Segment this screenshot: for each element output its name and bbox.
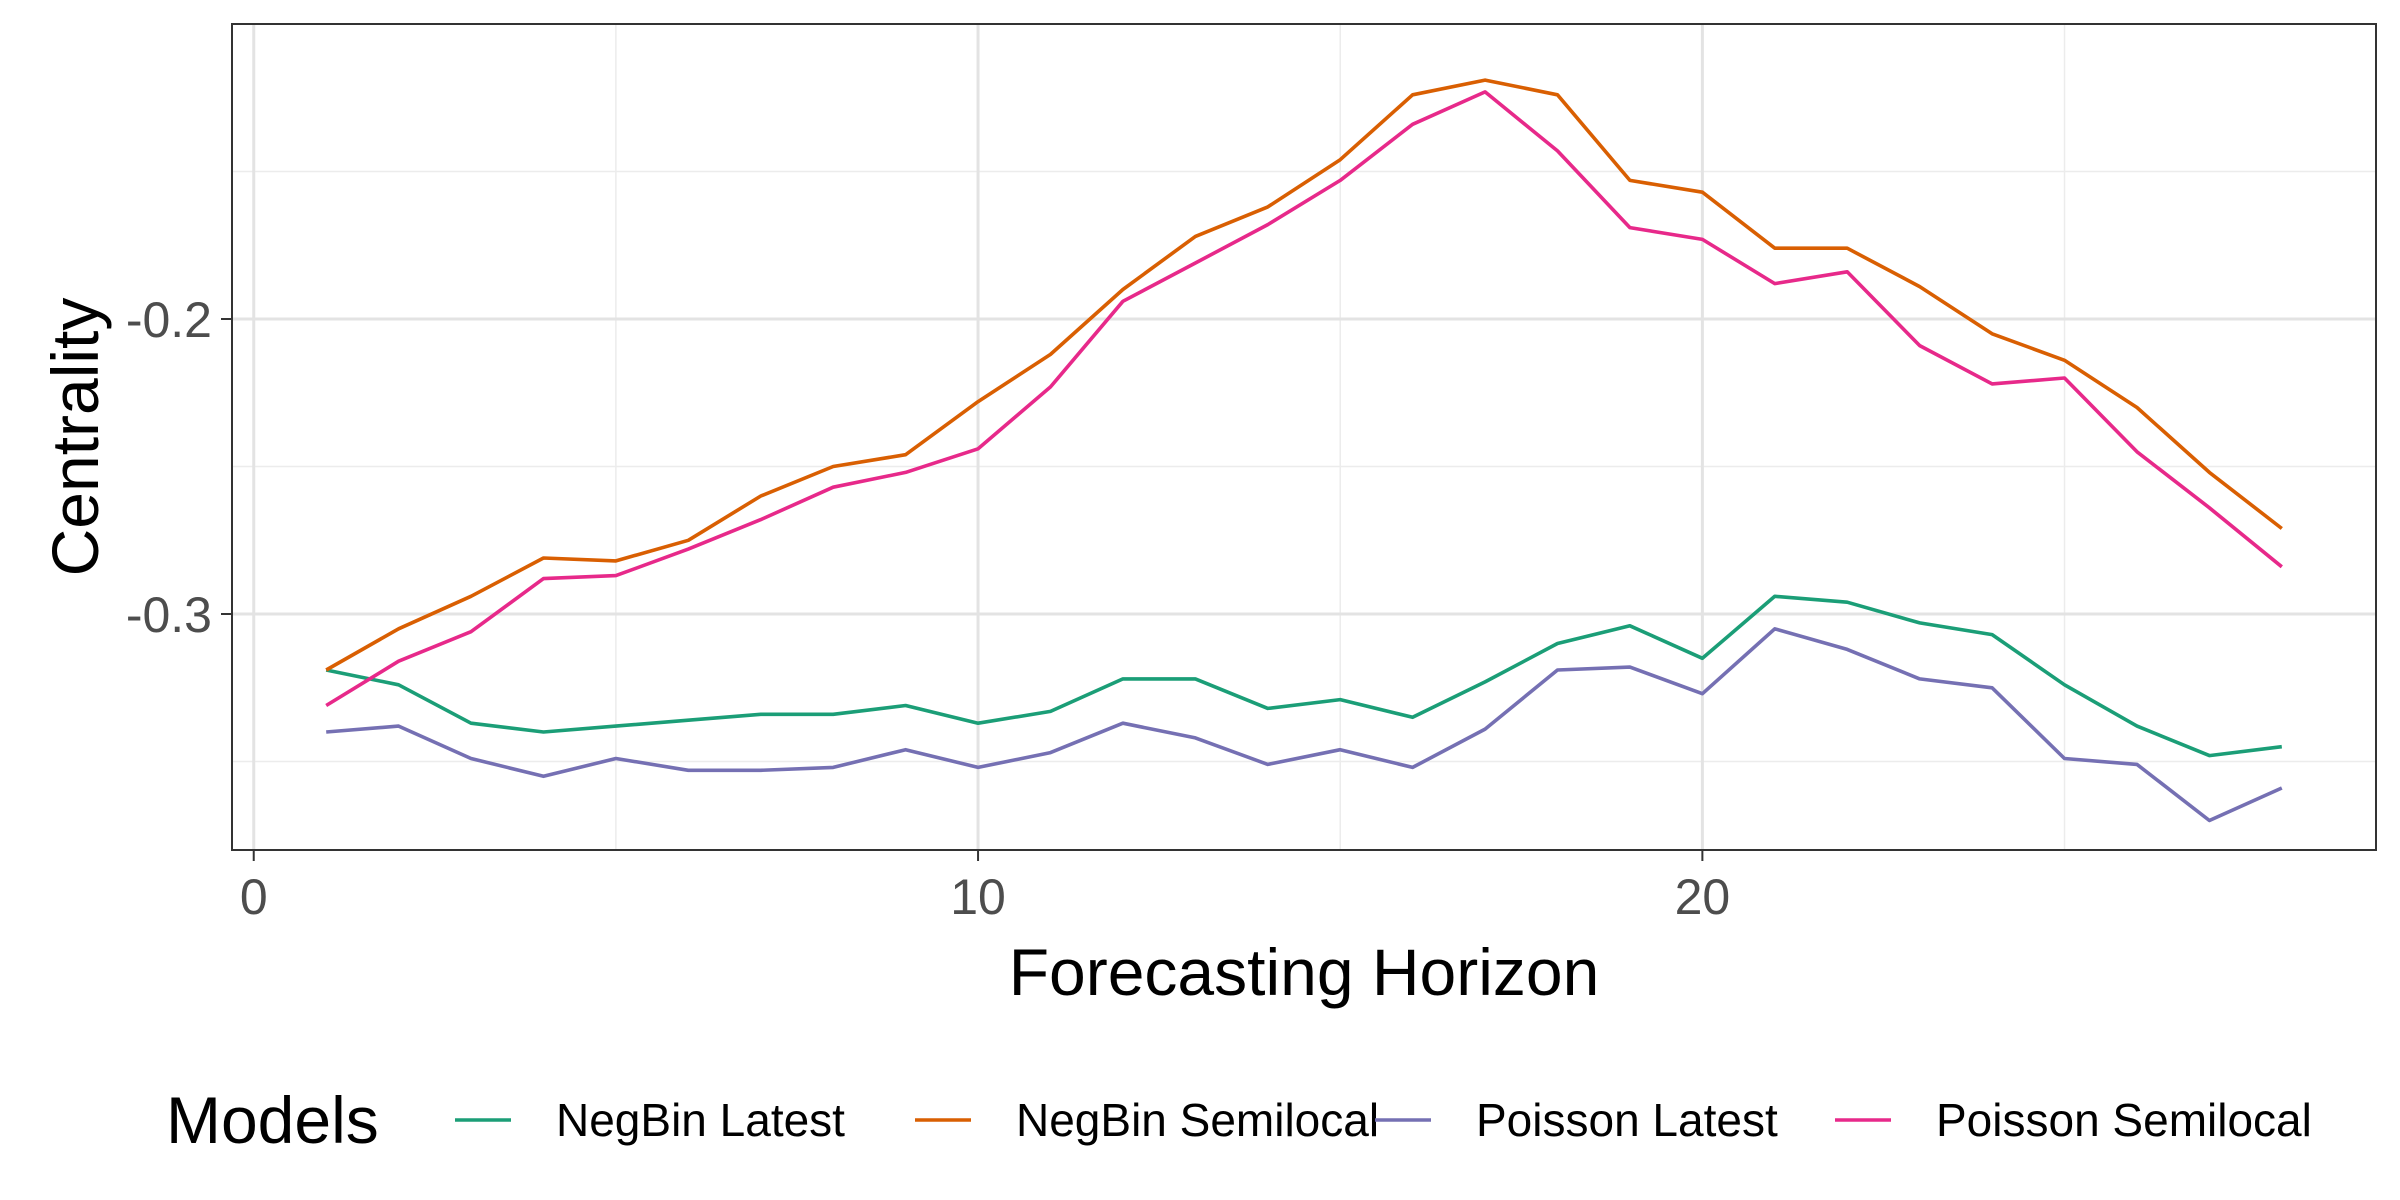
legend: Models NegBin Latest NegBin Semilocal Pois… <box>166 1083 2312 1157</box>
x-axis: 0 10 20 <box>240 850 1730 925</box>
y-tick-label: -0.2 <box>126 292 212 348</box>
y-tick-label: -0.3 <box>126 587 212 643</box>
plot-panel <box>232 24 2376 850</box>
series-line-negbin-latest <box>325 594 2283 758</box>
series-line-negbin-semilocal <box>325 78 2283 672</box>
y-axis: -0.2 -0.3 <box>126 292 232 643</box>
legend-label: NegBin Semilocal <box>1016 1094 1379 1146</box>
major-gridlines <box>232 24 2376 850</box>
x-tick-label: 20 <box>1675 869 1731 925</box>
plot-panel-border <box>231 23 2377 851</box>
y-axis-title: Centrality <box>38 298 112 577</box>
series-line-poisson-semilocal <box>325 90 2283 708</box>
x-tick-label: 10 <box>950 869 1006 925</box>
x-axis-title: Forecasting Horizon <box>1009 935 1600 1009</box>
series-lines <box>325 78 2283 823</box>
minor-gridlines <box>232 24 2376 850</box>
x-tick-label: 0 <box>240 869 268 925</box>
series-line-poisson-latest <box>326 626 2283 823</box>
legend-label: NegBin Latest <box>556 1094 845 1146</box>
legend-label: Poisson Semilocal <box>1936 1094 2312 1146</box>
legend-title: Models <box>166 1083 379 1157</box>
legend-label: Poisson Latest <box>1476 1094 1778 1146</box>
